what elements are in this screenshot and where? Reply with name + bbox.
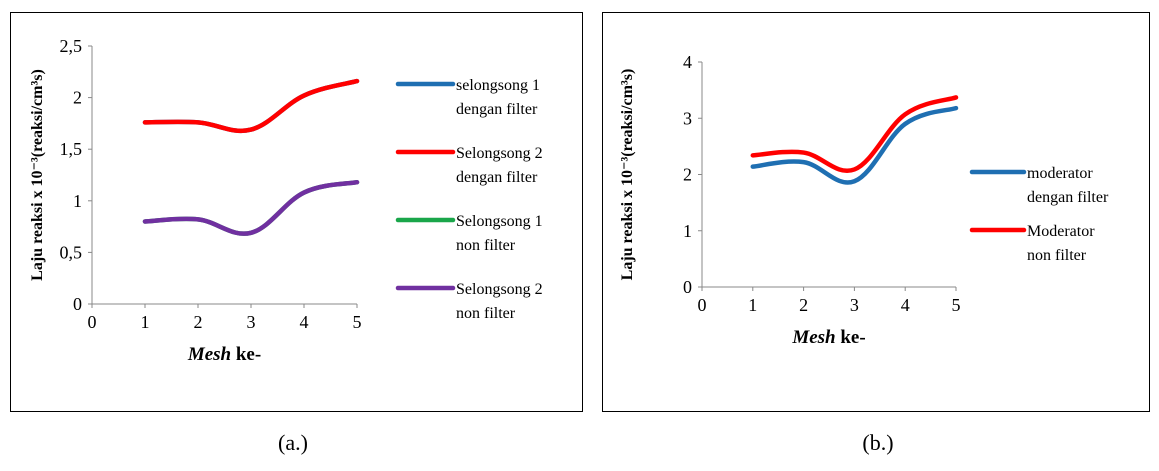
x-tick-label: 2 [799,295,808,315]
x-axis-label: Mesh ke- [791,327,865,348]
x-tick-label: 5 [353,312,362,332]
x-axis-label: Mesh ke- [187,344,261,365]
legend-label-3: non filter [456,237,516,254]
x-tick-label: 3 [850,295,859,315]
y-tick-label: 3 [683,108,692,128]
y-tick-label: 2 [73,88,82,108]
x-tick-label: 2 [194,312,203,332]
legend-label-3: Selongsong 1 [456,213,543,230]
x-tick-label: 4 [901,295,910,315]
y-tick-label: 4 [683,52,692,72]
x-tick-label: 3 [247,312,256,332]
y-tick-label: 0 [683,277,692,297]
y-tick-label: 1 [73,191,82,211]
legend-label-2: non filter [1027,247,1087,264]
x-tick-label: 5 [952,295,961,315]
legend-label-1: dengan filter [1027,189,1109,206]
legend-label-2: Moderator [1027,223,1095,240]
legend-label-1: moderator [1027,165,1093,182]
x-tick-label: 1 [141,312,150,332]
series-line-3 [142,179,360,236]
caption-b: (b.) [862,430,894,455]
series-line-1 [750,105,959,185]
caption-a: (a.) [278,430,308,455]
y-tick-label: 1,5 [60,139,83,159]
x-tick-label: 1 [748,295,757,315]
chart-a: 0 0,5 1 1,5 2 2,5 0 1 2 3 4 5 Mesh ke- Laju reaksi x … [29,36,543,365]
chart-b: 0 1 2 3 4 0 1 2 3 4 5 Mesh ke- Laju reaksi x 10⁻³(re… [619,52,1109,348]
chart-panel-a [10,12,583,412]
legend-label-2: Selongsong 2 [456,145,543,162]
y-tick-label: 2 [683,165,692,185]
y-tick-label: 0,5 [60,242,83,262]
y-tick-label: 1 [683,221,692,241]
y-tick-label: 2,5 [60,36,83,56]
y-tick-label: 0 [73,294,82,314]
series-line-2 [142,78,360,133]
legend-label-4: Selongsong 2 [456,281,543,298]
y-axis-label: Laju reaksi x 10⁻³(reaksi/cm³s) [619,69,636,281]
series-line-2 [750,95,959,174]
x-tick-label: 0 [88,312,97,332]
legend-label-2: dengan filter [456,169,538,186]
series-line-4 [142,179,360,236]
legend-label-1: selongsong 1 [456,77,540,94]
x-tick-label: 0 [698,295,707,315]
legend-label-4: non filter [456,305,516,322]
legend-label-1: dengan filter [456,101,538,118]
y-axis-label: Laju reaksi x 10⁻³(reaksi/cm³s) [29,69,46,281]
x-tick-label: 4 [300,312,309,332]
chart-panel-b [602,12,1150,412]
